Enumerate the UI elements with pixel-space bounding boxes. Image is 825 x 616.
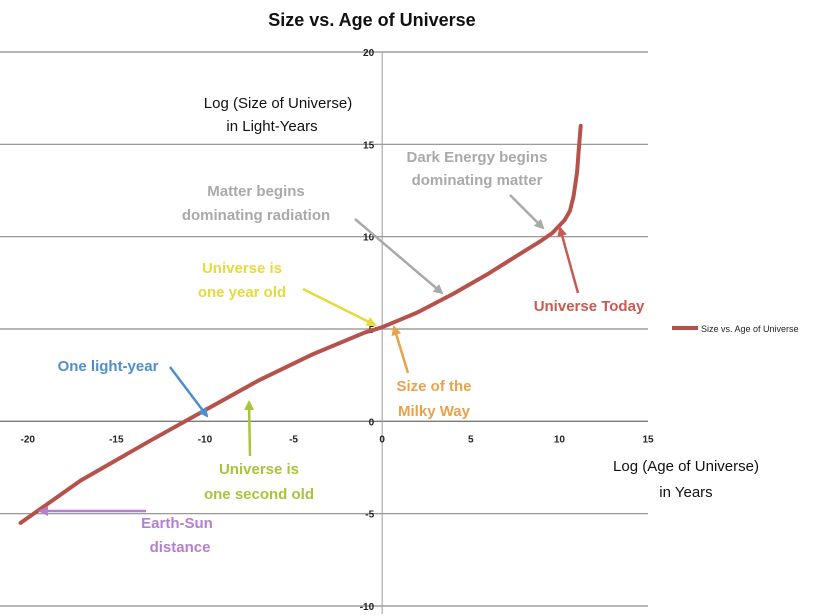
- x-axis-label-line-1: Log (Age of Universe): [613, 458, 759, 475]
- annotation-one-year-old-arrow: [302, 287, 377, 327]
- annotation-matter-radiation-line-1: Matter begins: [207, 183, 305, 200]
- chart-title: Size vs. Age of Universe: [268, 10, 475, 30]
- annotation-earth-sun: Earth-Sun distance: [38, 506, 213, 556]
- grid-lines: [0, 51, 648, 607]
- series-line-size-vs-age: [18, 123, 583, 525]
- y-tick-label-20: 20: [363, 48, 375, 59]
- y-axis-label: Log (Size of Universe) in Light-Years: [204, 95, 352, 135]
- annotation-milky-way-arrow: [391, 325, 410, 374]
- y-tick-label-15: 15: [363, 140, 375, 151]
- annotation-one-light-year-arrow: [169, 366, 209, 418]
- annotation-matter-radiation-arrow: [354, 218, 444, 295]
- annotation-one-second-old-line-1: Universe is: [219, 461, 299, 478]
- annotation-dark-energy-arrow: [509, 194, 545, 230]
- annotation-matter-radiation: Matter begins dominating radiation: [182, 183, 444, 295]
- annotation-one-light-year: One light-year: [58, 358, 209, 418]
- annotation-one-year-old-line-1: Universe is: [202, 260, 282, 277]
- annotation-one-second-old-line-2: one second old: [204, 486, 314, 503]
- annotation-one-second-old: Universe is one second old: [204, 400, 314, 503]
- x-tick-label-15: 15: [642, 434, 654, 445]
- annotation-one-year-old: Universe is one year old: [198, 260, 377, 327]
- annotation-one-year-old-line-2: one year old: [198, 284, 286, 301]
- legend-label: Size vs. Age of Universe: [701, 324, 799, 334]
- y-tick-label-0: 0: [369, 417, 375, 428]
- x-axis-label-line-2: in Years: [659, 484, 712, 501]
- annotation-universe-today-label: Universe Today: [534, 298, 645, 315]
- x-axis-label: Log (Age of Universe) in Years: [613, 458, 759, 501]
- annotation-dark-energy: Dark Energy begins dominating matter: [407, 149, 548, 230]
- y-tick-label--5: -5: [365, 510, 374, 521]
- annotation-matter-radiation-line-2: dominating radiation: [182, 207, 330, 224]
- x-tick-label-0: 0: [379, 434, 385, 445]
- y-axis-label-line-2: in Light-Years: [226, 118, 317, 135]
- x-tick-label-5: 5: [468, 434, 474, 445]
- axes: [0, 52, 648, 614]
- x-tick-label--20: -20: [20, 434, 35, 445]
- x-tick-label--10: -10: [198, 434, 213, 445]
- annotation-milky-way: Size of the Milky Way: [391, 325, 472, 420]
- annotation-earth-sun-line-2: distance: [150, 539, 211, 556]
- annotation-milky-way-line-1: Size of the: [396, 378, 471, 395]
- y-tick-label-10: 10: [363, 233, 375, 244]
- annotation-universe-today-arrow: [557, 226, 580, 294]
- annotation-dark-energy-line-2: dominating matter: [412, 172, 543, 189]
- annotation-one-second-old-arrow: [244, 400, 255, 457]
- x-tick-label-10: 10: [554, 434, 566, 445]
- annotation-universe-today: Universe Today: [534, 226, 645, 315]
- annotation-milky-way-line-2: Milky Way: [398, 403, 471, 420]
- legend: Size vs. Age of Universe: [672, 324, 799, 334]
- annotation-earth-sun-line-1: Earth-Sun: [141, 515, 213, 532]
- x-tick-label--5: -5: [289, 434, 298, 445]
- annotation-dark-energy-line-1: Dark Energy begins: [407, 149, 548, 166]
- y-tick-label--10: -10: [360, 602, 375, 613]
- x-tick-labels: -20 -15 -10 -5 0 5 10 15: [20, 434, 654, 445]
- x-tick-label--15: -15: [109, 434, 124, 445]
- y-axis-label-line-1: Log (Size of Universe): [204, 95, 352, 112]
- annotation-one-light-year-label: One light-year: [58, 358, 159, 375]
